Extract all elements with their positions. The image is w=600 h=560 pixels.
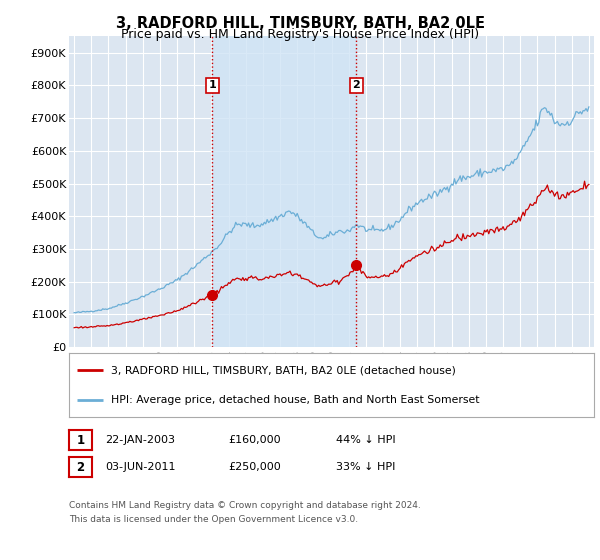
Bar [212,36,356,347]
Text: £250,000: £250,000 [228,462,281,472]
Text: 22-JAN-2003: 22-JAN-2003 [105,435,175,445]
Text: 33% ↓ HPI: 33% ↓ HPI [336,462,395,472]
Text: 1: 1 [76,433,85,447]
Text: 1: 1 [209,81,217,91]
Text: 03-JUN-2011: 03-JUN-2011 [105,462,176,472]
Text: 44% ↓ HPI: 44% ↓ HPI [336,435,395,445]
Text: This data is licensed under the Open Government Licence v3.0.: This data is licensed under the Open Gov… [69,515,358,524]
Text: HPI: Average price, detached house, Bath and North East Somerset: HPI: Average price, detached house, Bath… [111,395,479,405]
Text: 3, RADFORD HILL, TIMSBURY, BATH, BA2 0LE (detached house): 3, RADFORD HILL, TIMSBURY, BATH, BA2 0LE… [111,365,456,375]
Text: £160,000: £160,000 [228,435,281,445]
Text: 3, RADFORD HILL, TIMSBURY, BATH, BA2 0LE: 3, RADFORD HILL, TIMSBURY, BATH, BA2 0LE [115,16,485,31]
Text: Price paid vs. HM Land Registry's House Price Index (HPI): Price paid vs. HM Land Registry's House … [121,28,479,41]
Text: 2: 2 [353,81,360,91]
Text: Contains HM Land Registry data © Crown copyright and database right 2024.: Contains HM Land Registry data © Crown c… [69,501,421,510]
Text: 2: 2 [76,460,85,474]
